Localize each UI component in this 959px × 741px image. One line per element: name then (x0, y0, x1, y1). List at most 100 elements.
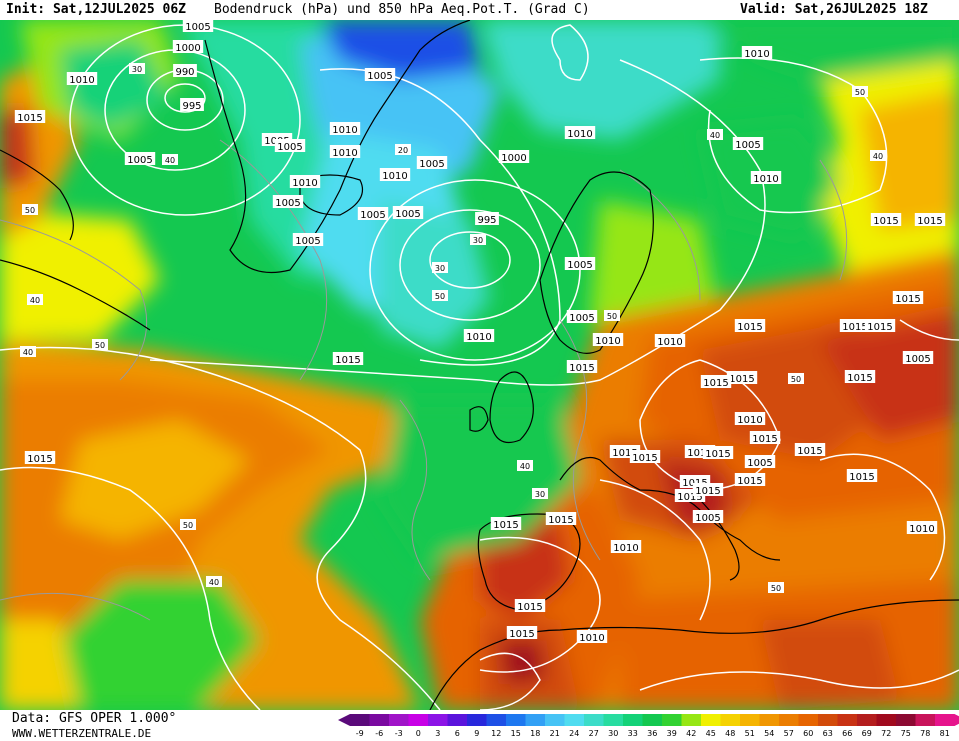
isobar-label-bg (272, 195, 304, 208)
isobar-label-bg (839, 319, 871, 332)
legend-swatch (350, 714, 370, 726)
temp-label: 40 (209, 578, 219, 587)
legend-swatch (506, 714, 526, 726)
isobar-label-bg (692, 483, 724, 496)
isobar-label: 1010 (909, 524, 934, 535)
temp-label: 30 (132, 65, 142, 74)
temp-label: 30 (473, 236, 483, 245)
isobar-label-bg (734, 319, 766, 332)
legend-swatch (759, 714, 779, 726)
legend-tick-label: -9 (356, 729, 364, 738)
isobar-label: 1015 (677, 492, 702, 503)
temp-label-bg (604, 310, 620, 321)
temp-label-bg (92, 339, 108, 350)
legend-tick-label: 15 (511, 729, 521, 738)
legend-tick-label: 63 (823, 729, 833, 738)
legend-swatch (467, 714, 487, 726)
isobar-label-bg (734, 473, 766, 486)
isobar-label: 1005 (295, 236, 320, 247)
isobar-label-bg (914, 213, 946, 226)
isobar-label-bg (726, 371, 758, 384)
isobar-label-bg (274, 139, 306, 152)
isobar-label: 1005 (395, 209, 420, 220)
isobar-label: 1015 (569, 363, 594, 374)
isobar-label: 1010 (657, 337, 682, 348)
temp-label: 40 (520, 462, 530, 471)
legend-tick-label: 6 (455, 729, 460, 738)
temp-label: 50 (607, 312, 617, 321)
legend-tick-label: 60 (803, 729, 813, 738)
isobar-label: 1015 (737, 322, 762, 333)
isobar-label: 1005 (185, 22, 210, 33)
legend-swatch (486, 714, 506, 726)
legend-tick-label: 30 (608, 729, 618, 738)
isobar-label: 995 (182, 101, 201, 112)
isobar-label: 1010 (332, 148, 357, 159)
temp-label-bg (768, 582, 784, 593)
temp-label-bg (852, 86, 868, 97)
isobar-label: 1000 (175, 43, 200, 54)
legend-swatch (525, 714, 545, 726)
legend-swatch (857, 714, 877, 726)
temp-label: 50 (25, 206, 35, 215)
isobar-label: 1010 (613, 543, 638, 554)
isobar-label-bg (506, 626, 538, 639)
isobar-label-bg (750, 171, 782, 184)
temp-label: 20 (398, 146, 408, 155)
isobar-label: 1015 (849, 472, 874, 483)
isobar-label: 1015 (632, 453, 657, 464)
temp-label: 30 (435, 264, 445, 273)
legend-swatch (545, 714, 565, 726)
isobar-label: 1015 (729, 374, 754, 385)
isobar-label: 1005 (360, 210, 385, 221)
isobar-label-bg (566, 310, 598, 323)
legend-swatch (935, 714, 955, 726)
isobar-label: 1015 (705, 449, 730, 460)
legend-swatch (642, 714, 662, 726)
temp-label-bg (432, 290, 448, 301)
init-time: Init: Sat,12JUL2025 06Z (6, 2, 187, 17)
temp-label-bg (870, 150, 886, 161)
temp-label: 50 (855, 88, 865, 97)
legend-swatch (584, 714, 604, 726)
isobar-label: 1010 (567, 129, 592, 140)
isobar-label-bg (864, 319, 896, 332)
isobar-label-bg (379, 168, 411, 181)
legend-tick-label: -3 (395, 729, 403, 738)
isobar-label: 1005 (567, 260, 592, 271)
temp-label-bg (27, 294, 43, 305)
temp-label-bg (180, 519, 196, 530)
isobar-label-bg (566, 360, 598, 373)
isobar-label-bg (564, 126, 596, 139)
isobar-label-bg (329, 122, 361, 135)
legend-swatch (428, 714, 448, 726)
isobar-label: 1015 (917, 216, 942, 227)
isobar-label-bg (902, 351, 934, 364)
legend-tick-label: 57 (784, 729, 794, 738)
isobar-label-bg (749, 431, 781, 444)
legend-swatch (876, 714, 896, 726)
isobar-label-bg (702, 446, 734, 459)
legend-swatch (837, 714, 857, 726)
isobar-label: 1005 (127, 155, 152, 166)
temp-label: 40 (165, 156, 175, 165)
isobar-label-bg (14, 110, 46, 123)
isobar-label-bg (289, 175, 321, 188)
legend-tick-label: 78 (920, 729, 930, 738)
isobar-label-bg (124, 152, 156, 165)
data-source: Data: GFS OPER 1.000° (12, 711, 177, 726)
legend-tick-label: 24 (569, 729, 579, 738)
temp-label-bg (517, 460, 533, 471)
legend-tick-label: 51 (745, 729, 755, 738)
temp-label-bg (707, 129, 723, 140)
legend-tick-label: 27 (589, 729, 599, 738)
isobar-label: 1010 (466, 332, 491, 343)
legend-arrow-right (954, 714, 959, 726)
isobar-label: 1015 (703, 378, 728, 389)
temp-label: 50 (95, 341, 105, 350)
isobars (0, 24, 959, 710)
legend-swatch (818, 714, 838, 726)
legend-arrow-left (338, 714, 350, 726)
legend-tick-label: 21 (550, 729, 560, 738)
legend-swatch (662, 714, 682, 726)
